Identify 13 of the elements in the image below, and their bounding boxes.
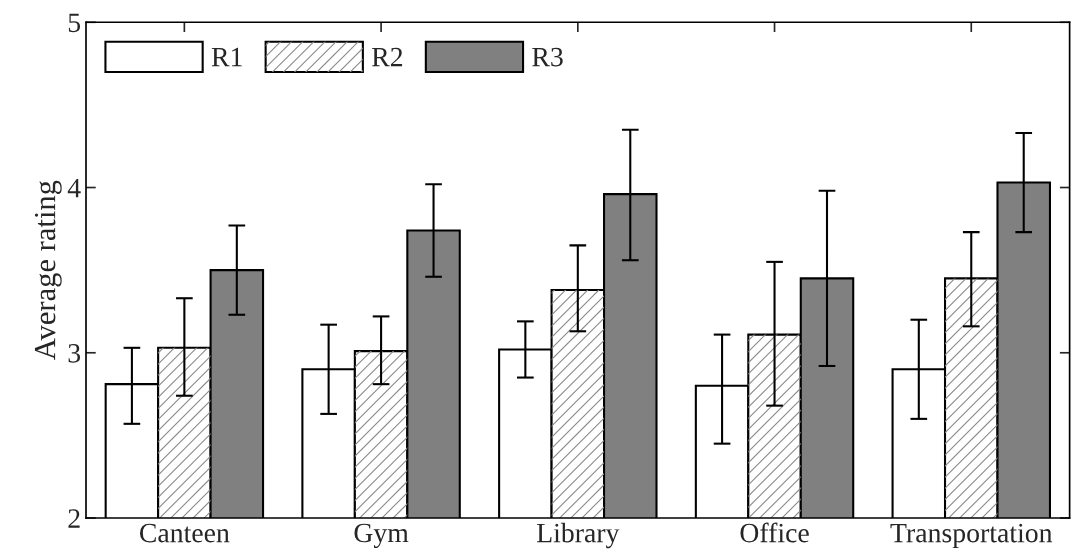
legend-label: R2 [371,47,403,67]
y-tick-label: 5 [68,13,81,33]
y-axis-title: Average rating [34,180,62,360]
y-tick-label: 2 [68,509,80,528]
x-tick-label: Transportation [890,523,1053,549]
x-tick-label: Library [536,522,620,549]
legend-label: R3 [532,47,563,67]
y-tick-label: 3 [68,344,81,363]
x-tick-label: Gym [354,523,409,549]
legend-label: R1 [211,47,242,67]
x-tick-label: Canteen [140,523,230,543]
y-tick-label: 4 [67,178,81,198]
x-tick-label: Office [740,522,809,543]
